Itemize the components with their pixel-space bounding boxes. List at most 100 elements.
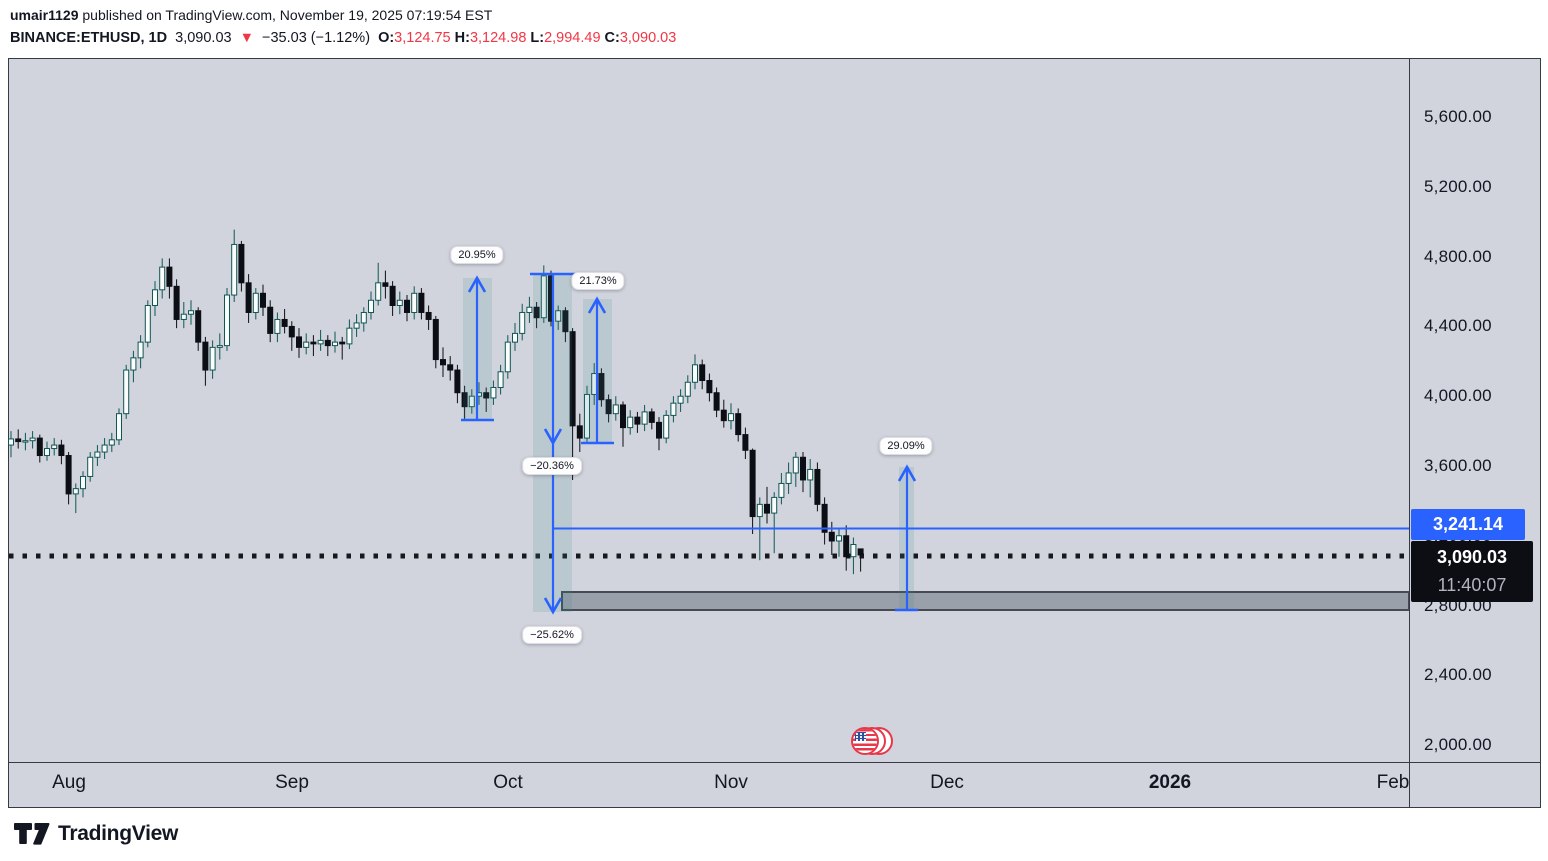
percent-change-label[interactable]: −25.62%	[522, 626, 582, 644]
candle[interactable]	[641, 404, 648, 432]
candle[interactable]	[605, 394, 612, 423]
candle[interactable]	[764, 486, 770, 524]
percent-change-label[interactable]: −20.36%	[522, 457, 582, 475]
candle[interactable]	[202, 336, 209, 386]
candle[interactable]	[281, 308, 288, 334]
candle[interactable]	[749, 448, 756, 535]
support-zone-rectangle[interactable]	[561, 591, 1410, 611]
candle[interactable]	[72, 483, 79, 514]
candle[interactable]	[562, 307, 569, 343]
candle[interactable]	[267, 300, 274, 343]
candle[interactable]	[65, 452, 72, 505]
candle[interactable]	[807, 459, 814, 498]
candle[interactable]	[728, 403, 734, 430]
candle[interactable]	[418, 288, 425, 320]
price-range-arrows[interactable]	[461, 272, 918, 615]
candle[interactable]	[260, 284, 266, 316]
candle[interactable]	[368, 291, 374, 320]
candle[interactable]	[857, 548, 864, 572]
percent-change-label[interactable]: 20.95%	[450, 246, 504, 264]
candle[interactable]	[51, 438, 58, 456]
candle[interactable]	[22, 432, 29, 451]
candle[interactable]	[411, 286, 418, 320]
candle[interactable]	[771, 492, 778, 554]
candle[interactable]	[648, 408, 655, 430]
candle[interactable]	[152, 281, 158, 316]
candle[interactable]	[8, 431, 14, 458]
candle[interactable]	[828, 521, 835, 555]
candle[interactable]	[432, 315, 439, 369]
candle[interactable]	[216, 333, 223, 360]
candle[interactable]	[224, 288, 230, 351]
candle[interactable]	[620, 401, 626, 447]
candle[interactable]	[130, 350, 137, 383]
candle[interactable]	[850, 537, 857, 575]
candle[interactable]	[713, 387, 720, 418]
candle[interactable]	[612, 396, 619, 421]
candle[interactable]	[519, 303, 526, 341]
candle[interactable]	[101, 438, 108, 460]
candle[interactable]	[569, 328, 576, 480]
candle[interactable]	[137, 335, 144, 369]
candle[interactable]	[814, 462, 821, 512]
candle[interactable]	[706, 373, 713, 402]
candle[interactable]	[836, 528, 842, 557]
us-economic-event-icon[interactable]	[851, 727, 893, 756]
candle[interactable]	[274, 312, 281, 343]
candle[interactable]	[180, 302, 187, 329]
candle[interactable]	[778, 472, 785, 505]
candle[interactable]	[296, 328, 302, 358]
candle[interactable]	[288, 321, 295, 351]
chart-canvas[interactable]	[8, 58, 1541, 808]
candle[interactable]	[396, 291, 403, 315]
candle[interactable]	[584, 385, 590, 444]
percent-change-label[interactable]: 29.09%	[879, 437, 933, 455]
candle[interactable]	[512, 322, 518, 351]
candle[interactable]	[533, 302, 540, 329]
candle[interactable]	[123, 364, 130, 419]
candle[interactable]	[324, 335, 331, 357]
candle[interactable]	[36, 434, 43, 463]
candle[interactable]	[252, 288, 259, 320]
candle[interactable]	[483, 387, 490, 412]
candle[interactable]	[692, 354, 698, 390]
candle[interactable]	[663, 410, 670, 444]
candle[interactable]	[792, 452, 799, 487]
candle[interactable]	[144, 300, 151, 348]
candle[interactable]	[555, 305, 562, 330]
candle[interactable]	[310, 335, 317, 357]
candle[interactable]	[360, 307, 367, 332]
candle[interactable]	[785, 462, 792, 494]
candle[interactable]	[231, 229, 238, 303]
candle[interactable]	[677, 389, 684, 412]
candle[interactable]	[80, 471, 86, 498]
candle[interactable]	[627, 410, 634, 435]
candle[interactable]	[44, 441, 50, 461]
candle[interactable]	[332, 331, 338, 353]
current-price-label[interactable]: 3,090.03 11:40:07	[1411, 541, 1533, 602]
candle[interactable]	[29, 431, 36, 449]
candle[interactable]	[504, 335, 511, 379]
candle[interactable]	[461, 385, 468, 419]
candle[interactable]	[634, 411, 641, 433]
candle[interactable]	[116, 408, 122, 446]
candle[interactable]	[404, 295, 410, 322]
candle[interactable]	[447, 356, 454, 381]
candle[interactable]	[843, 525, 850, 571]
candle[interactable]	[440, 347, 446, 378]
percent-change-label[interactable]: 21.73%	[571, 272, 625, 290]
candle[interactable]	[425, 305, 432, 330]
candle[interactable]	[526, 296, 533, 323]
candle[interactable]	[108, 432, 115, 453]
candle[interactable]	[87, 452, 94, 482]
candle[interactable]	[468, 389, 475, 414]
candle[interactable]	[821, 497, 828, 545]
candle[interactable]	[382, 270, 389, 299]
candle[interactable]	[576, 413, 583, 453]
candle[interactable]	[15, 429, 22, 449]
candle[interactable]	[735, 408, 742, 442]
tradingview-logo[interactable]: TradingView	[14, 822, 178, 846]
candle[interactable]	[742, 427, 749, 460]
candle[interactable]	[173, 279, 180, 329]
candle[interactable]	[159, 258, 166, 299]
